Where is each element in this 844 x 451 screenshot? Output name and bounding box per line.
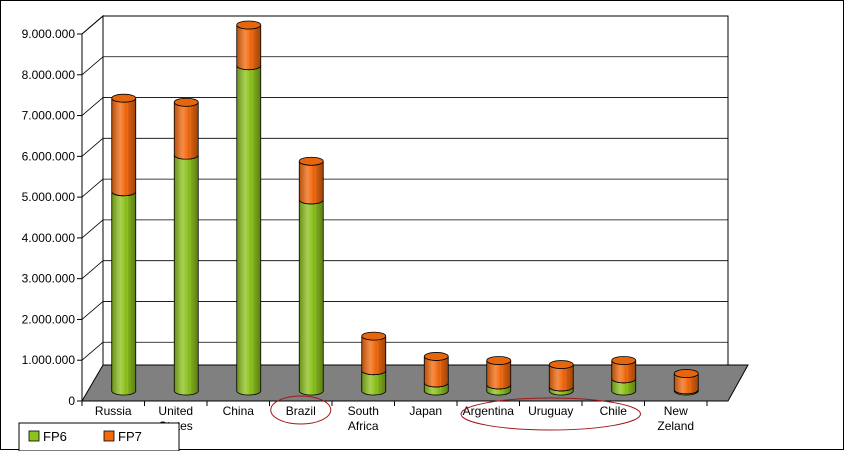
gridline-side	[81, 97, 104, 116]
bar-cap	[486, 356, 512, 365]
x-tick-label: Africa	[348, 419, 379, 433]
bar-cap	[548, 360, 574, 369]
y-tick-label: 8.000.000	[22, 68, 76, 82]
bar-cap	[173, 97, 199, 107]
y-tick-label: 3.000.000	[22, 272, 76, 286]
x-tick-label: Chile	[600, 404, 628, 418]
gridline-side	[81, 260, 104, 279]
x-tick-label: Zeland	[657, 419, 694, 433]
y-tick-label: 4.000.000	[22, 231, 76, 245]
x-tick-label: Brazil	[286, 404, 316, 418]
gridline-side	[81, 138, 104, 157]
bar-cap	[111, 93, 137, 103]
plot-back-wall	[102, 15, 729, 384]
x-tick-label: New	[664, 404, 688, 418]
x-tick-label: Japan	[409, 404, 442, 418]
plot-side-wall	[81, 14, 104, 403]
legend-swatch	[28, 430, 40, 442]
legend-label: FP7	[118, 429, 142, 444]
highlight-ellipse-southcone	[460, 397, 641, 431]
x-tick-label: United	[158, 404, 193, 418]
x-tick-label: South	[348, 404, 379, 418]
y-tick-label: 6.000.000	[22, 149, 76, 163]
y-tick-label: 9.000.000	[22, 27, 76, 41]
gridline-side	[81, 341, 104, 361]
bar-cap	[423, 352, 449, 361]
legend-label: FP6	[43, 429, 67, 444]
gridline-side	[81, 178, 104, 198]
legend-box	[18, 422, 180, 451]
legend-swatch	[103, 430, 115, 442]
y-tick-label: 0	[68, 394, 75, 408]
bar-cap	[298, 156, 324, 166]
x-tick-label: Argentina	[463, 404, 515, 418]
x-tick-label: Uruguay	[528, 404, 573, 418]
y-tick-label: 7.000.000	[22, 109, 76, 123]
bar-cap	[361, 331, 387, 341]
y-tick-label: 2.000.000	[22, 312, 76, 326]
highlight-ellipse-brazil	[270, 395, 332, 425]
y-tick-label: 1.000.000	[22, 353, 76, 367]
gridline-side	[81, 15, 104, 35]
bar-cap	[611, 356, 637, 365]
gridline-side	[81, 219, 104, 239]
x-tick-label: Russia	[95, 404, 132, 418]
x-tick-label: China	[223, 404, 255, 418]
gridline-side	[81, 301, 104, 320]
gridline-side	[81, 56, 104, 76]
bar-cap	[673, 369, 699, 378]
y-tick-label: 5.000.000	[22, 190, 76, 204]
bar-cap	[236, 20, 262, 30]
